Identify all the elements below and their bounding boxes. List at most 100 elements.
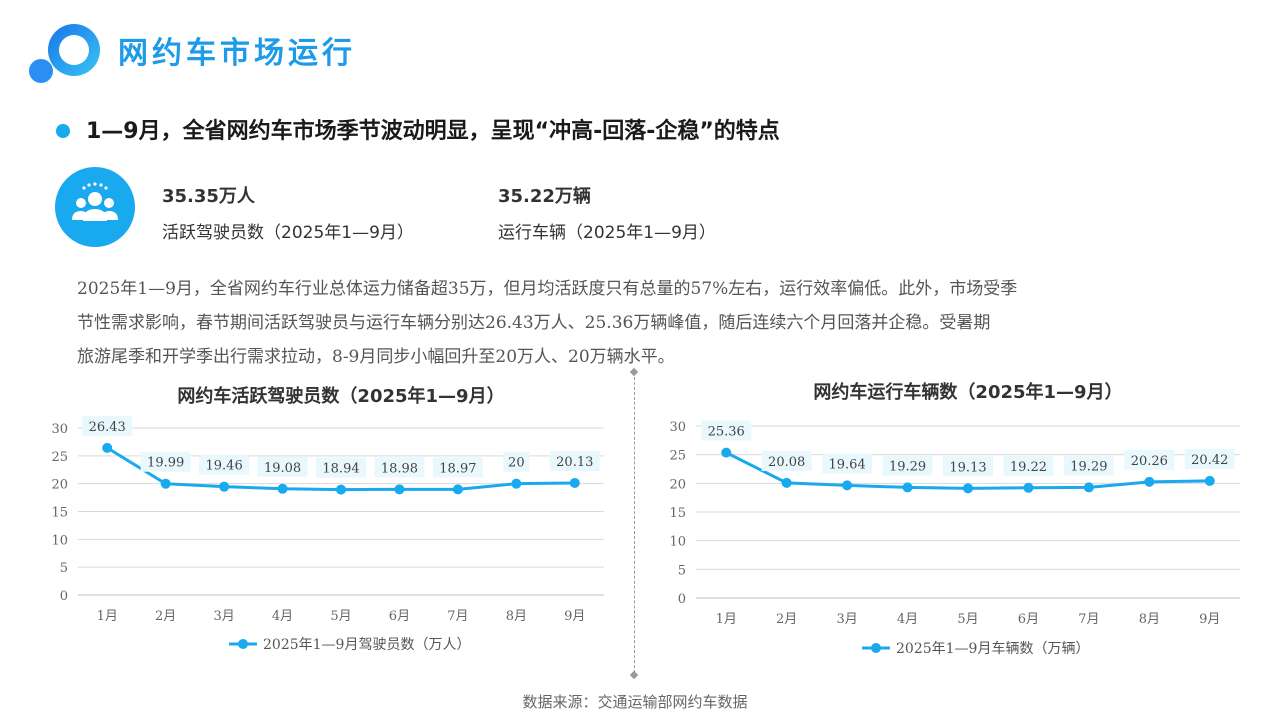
y-tick-label: 25 [669, 449, 686, 464]
data-point [781, 477, 792, 488]
y-tick-label: 20 [51, 478, 68, 493]
data-point [277, 483, 288, 494]
data-label: 20.42 [1191, 453, 1228, 468]
x-tick-label: 5月 [957, 612, 978, 627]
x-tick-label: 9月 [1199, 612, 1220, 627]
bullet-dot [56, 124, 70, 138]
paragraph-line: 旅游尾季和开学季出行需求拉动，8-9月同步小幅回升至20万人、20万辆水平。 [77, 347, 675, 367]
data-label: 20 [508, 456, 525, 471]
data-label-bg [1003, 455, 1054, 476]
data-label: 19.29 [1070, 459, 1107, 474]
stat-value: 35.22万辆 [498, 186, 591, 207]
x-tick-label: 2月 [155, 609, 176, 624]
x-tick-label: 5月 [330, 609, 351, 624]
data-source: 数据来源：交通运输部网约车数据 [522, 693, 748, 711]
x-tick-label: 1月 [97, 609, 118, 624]
data-label-bg [316, 457, 366, 478]
chart-title: 网约车运行车辆数（2025年1—9月） [813, 381, 1122, 403]
data-point [963, 483, 973, 494]
data-label: 18.94 [322, 462, 359, 477]
y-tick-label: 10 [669, 535, 686, 550]
data-point [1083, 482, 1094, 493]
data-label-bg [761, 450, 812, 471]
x-tick-label: 8月 [1139, 612, 1160, 627]
data-label-bg [140, 451, 191, 472]
data-label-bg [1063, 455, 1114, 476]
data-label-bg [1184, 448, 1235, 469]
x-tick-label: 3月 [213, 609, 234, 624]
x-tick-label: 3月 [836, 612, 857, 627]
data-label-bg [822, 453, 873, 474]
page-title: 网约车市场运行 [118, 36, 356, 71]
data-label: 19.29 [889, 459, 926, 474]
data-label: 19.08 [264, 461, 301, 476]
y-tick-label: 0 [678, 592, 686, 607]
data-point [394, 484, 405, 495]
y-tick-label: 15 [669, 506, 686, 521]
stat-label: 运行车辆（2025年1—9月） [498, 223, 716, 243]
data-label-bg [82, 415, 133, 436]
y-tick-label: 5 [60, 561, 68, 576]
paragraph-line: 2025年1—9月，全省网约车行业总体运力储备超35万，但月均活跃度只有总量的5… [77, 279, 1018, 299]
data-label: 18.98 [381, 461, 418, 476]
divider-cap [629, 670, 639, 680]
vehicles-chart: 网约车运行车辆数（2025年1—9月） 0 5 10 15 20 25 30 1月 2月 3月 4月 5… [646, 374, 1266, 668]
chart-divider [634, 372, 635, 678]
data-label: 20.26 [1131, 454, 1168, 469]
data-point [219, 481, 230, 492]
y-tick-label: 25 [51, 450, 68, 465]
drivers-chart: 网约车活跃驾驶员数（2025年1—9月） 0 5 10 15 20 25 30 1月 2月 3月 4月… [30, 378, 630, 668]
x-tick-label: 9月 [564, 609, 585, 624]
data-point [160, 478, 171, 489]
x-tick-label: 4月 [897, 612, 918, 627]
x-tick-label: 2月 [776, 612, 797, 627]
stat-label: 活跃驾驶员数（2025年1—9月） [162, 223, 414, 243]
vehicles-chart-svg: 网约车运行车辆数（2025年1—9月） 0 5 10 15 20 25 30 1月 2月 3月 4月 5… [669, 381, 1240, 657]
data-label: 18.97 [439, 461, 476, 476]
stat-value: 35.35万人 [162, 186, 255, 207]
paragraph-line: 节性需求影响，春节期间活跃驾驶员与运行车辆分别达26.43万人、25.36万辆峰… [77, 313, 991, 333]
data-point [721, 447, 732, 458]
data-label: 26.43 [89, 420, 126, 435]
stat-operating-vehicles: 35.22万辆 运行车辆（2025年1—9月） [498, 182, 716, 243]
data-label-bg [549, 450, 600, 471]
data-label-bg [943, 456, 993, 477]
data-label-bg [882, 455, 933, 476]
data-point [1204, 475, 1215, 486]
x-tick-label: 6月 [1018, 612, 1039, 627]
legend-marker [871, 643, 881, 653]
data-point [1144, 476, 1155, 487]
x-tick-label: 7月 [447, 609, 468, 624]
data-point [511, 478, 522, 489]
y-tick-label: 0 [60, 589, 68, 604]
data-label-bg [374, 457, 425, 478]
data-point [102, 442, 113, 453]
y-tick-label: 30 [669, 420, 686, 435]
x-tick-label: 6月 [389, 609, 410, 624]
x-tick-label: 1月 [716, 612, 737, 627]
headline: 1—9月，全省网约车市场季节波动明显，呈现“冲高-回落-企稳”的特点 [86, 119, 780, 144]
data-label-bg [199, 454, 250, 475]
data-point [1023, 482, 1034, 493]
data-label-bg [701, 420, 752, 441]
data-label-bg [432, 457, 483, 478]
drivers-chart-svg: 网约车活跃驾驶员数（2025年1—9月） 0 5 10 15 20 25 30 1月 2月 3月 4月… [51, 385, 604, 653]
data-point [452, 484, 463, 495]
x-tick-label: 4月 [272, 609, 293, 624]
summary-paragraph: 2025年1—9月，全省网约车行业总体运力储备超35万，但月均活跃度只有总量的5… [77, 272, 1227, 374]
data-point [902, 482, 913, 493]
data-label: 19.13 [949, 460, 986, 475]
data-label: 19.64 [829, 457, 866, 472]
data-point [569, 477, 580, 488]
people-group-icon [55, 167, 135, 247]
y-tick-label: 30 [51, 422, 68, 437]
data-label-bg [257, 456, 308, 477]
y-tick-label: 20 [669, 477, 686, 492]
legend-marker [238, 639, 248, 649]
stat-active-drivers: 35.35万人 活跃驾驶员数（2025年1—9月） [162, 182, 414, 243]
data-label: 20.13 [556, 455, 593, 470]
data-label: 19.99 [147, 456, 184, 471]
x-tick-label: 7月 [1078, 612, 1099, 627]
legend-label: 2025年1—9月驾驶员数（万人） [263, 637, 470, 653]
y-tick-label: 15 [51, 506, 68, 521]
